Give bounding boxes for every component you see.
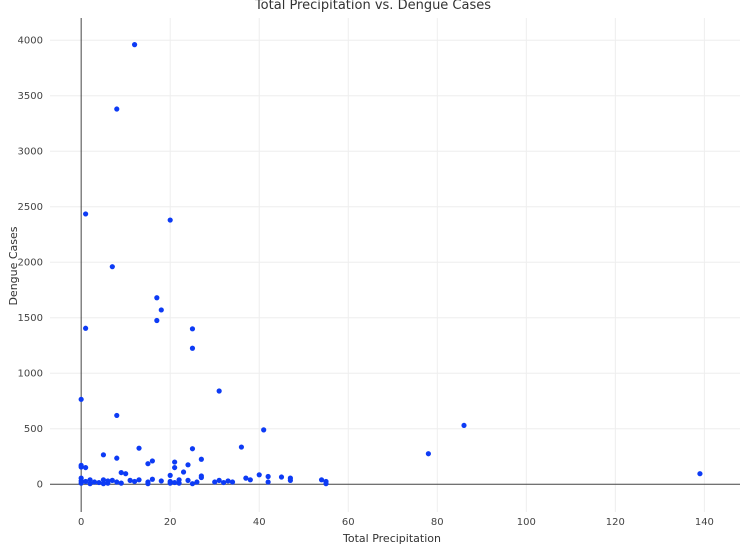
y-tick-label: 4000 <box>18 36 43 47</box>
data-point <box>123 471 129 477</box>
data-point <box>172 464 178 471</box>
data-point <box>114 479 120 485</box>
data-point <box>167 472 173 478</box>
data-point <box>261 427 267 433</box>
data-point <box>167 480 173 486</box>
data-point <box>87 477 93 483</box>
data-point <box>149 476 155 482</box>
data-point <box>247 477 253 483</box>
x-tick-label: 60 <box>342 517 355 528</box>
data-point <box>149 458 155 464</box>
data-point <box>216 388 222 394</box>
y-tick-label: 2500 <box>18 202 43 213</box>
data-point <box>154 317 160 324</box>
data-point <box>83 464 89 471</box>
data-point <box>323 481 329 487</box>
y-tick-label: 3500 <box>18 91 43 102</box>
data-point <box>96 479 102 486</box>
data-point <box>91 479 98 485</box>
data-point <box>78 464 84 470</box>
data-point <box>216 477 222 483</box>
data-point <box>697 471 703 477</box>
data-point <box>221 479 227 486</box>
data-point <box>83 211 89 217</box>
data-point <box>318 477 325 483</box>
data-point <box>100 477 107 483</box>
data-point <box>185 462 191 468</box>
data-point <box>105 478 111 484</box>
data-point <box>212 479 218 485</box>
data-point <box>100 481 107 487</box>
data-point <box>243 475 249 481</box>
data-point <box>225 478 231 484</box>
data-point <box>167 217 173 223</box>
x-tick-label: 0 <box>78 517 84 528</box>
data-point <box>78 480 84 486</box>
data-point <box>127 477 133 483</box>
data-point <box>109 477 115 483</box>
data-point <box>145 481 151 487</box>
x-tick-label: 20 <box>164 517 177 528</box>
data-point <box>189 481 196 487</box>
data-point <box>180 469 187 475</box>
data-point <box>198 474 204 481</box>
data-point <box>172 459 178 465</box>
data-point <box>87 481 93 487</box>
data-point <box>83 325 89 331</box>
data-point <box>114 106 120 112</box>
x-axis-label: Total Precipitation <box>342 532 441 544</box>
x-tick-label: 40 <box>253 517 266 528</box>
data-point <box>461 422 467 429</box>
y-tick-label: 0 <box>37 480 43 491</box>
x-tick-label: 120 <box>606 517 625 528</box>
data-point <box>265 473 271 480</box>
grid <box>50 18 740 512</box>
y-axis-label: Dengue Cases <box>7 226 20 305</box>
data-point <box>425 451 431 457</box>
data-point <box>158 307 164 313</box>
data-point <box>145 461 151 467</box>
tick-labels: 0 20 40 60 80 100 120 140 0 500 1000 1500 2000 2500 30… <box>18 36 714 528</box>
data-points <box>78 42 703 487</box>
data-point <box>189 326 196 332</box>
data-point <box>238 444 245 450</box>
y-tick-label: 2000 <box>18 258 43 269</box>
x-tick-label: 100 <box>517 517 536 528</box>
data-point <box>100 452 107 458</box>
data-point <box>78 396 84 402</box>
data-point <box>118 469 124 476</box>
y-tick-label: 1500 <box>18 313 43 324</box>
data-point <box>229 479 236 485</box>
data-point <box>194 479 200 485</box>
data-point <box>114 412 120 419</box>
y-tick-label: 500 <box>24 424 43 435</box>
data-point <box>114 455 120 461</box>
data-point <box>176 480 182 486</box>
data-point <box>118 480 124 486</box>
chart-title: Total Precipitation vs. Dengue Cases <box>254 0 491 13</box>
x-tick-label: 80 <box>431 517 444 528</box>
data-point <box>198 456 204 462</box>
data-point <box>185 477 191 483</box>
data-point <box>136 477 142 483</box>
data-point <box>189 345 196 351</box>
y-tick-label: 3000 <box>18 147 43 158</box>
data-point <box>136 445 142 451</box>
data-point <box>158 478 164 484</box>
data-point <box>131 478 138 485</box>
data-point <box>109 264 115 270</box>
data-point <box>287 477 293 483</box>
data-point <box>83 478 89 485</box>
data-point <box>265 479 271 485</box>
y-tick-label: 1000 <box>18 369 43 380</box>
data-point <box>189 446 196 452</box>
data-point <box>172 479 178 486</box>
data-point <box>278 474 285 480</box>
data-point <box>154 295 160 301</box>
data-point <box>256 472 262 478</box>
x-tick-label: 140 <box>695 517 714 528</box>
data-point <box>131 42 138 48</box>
